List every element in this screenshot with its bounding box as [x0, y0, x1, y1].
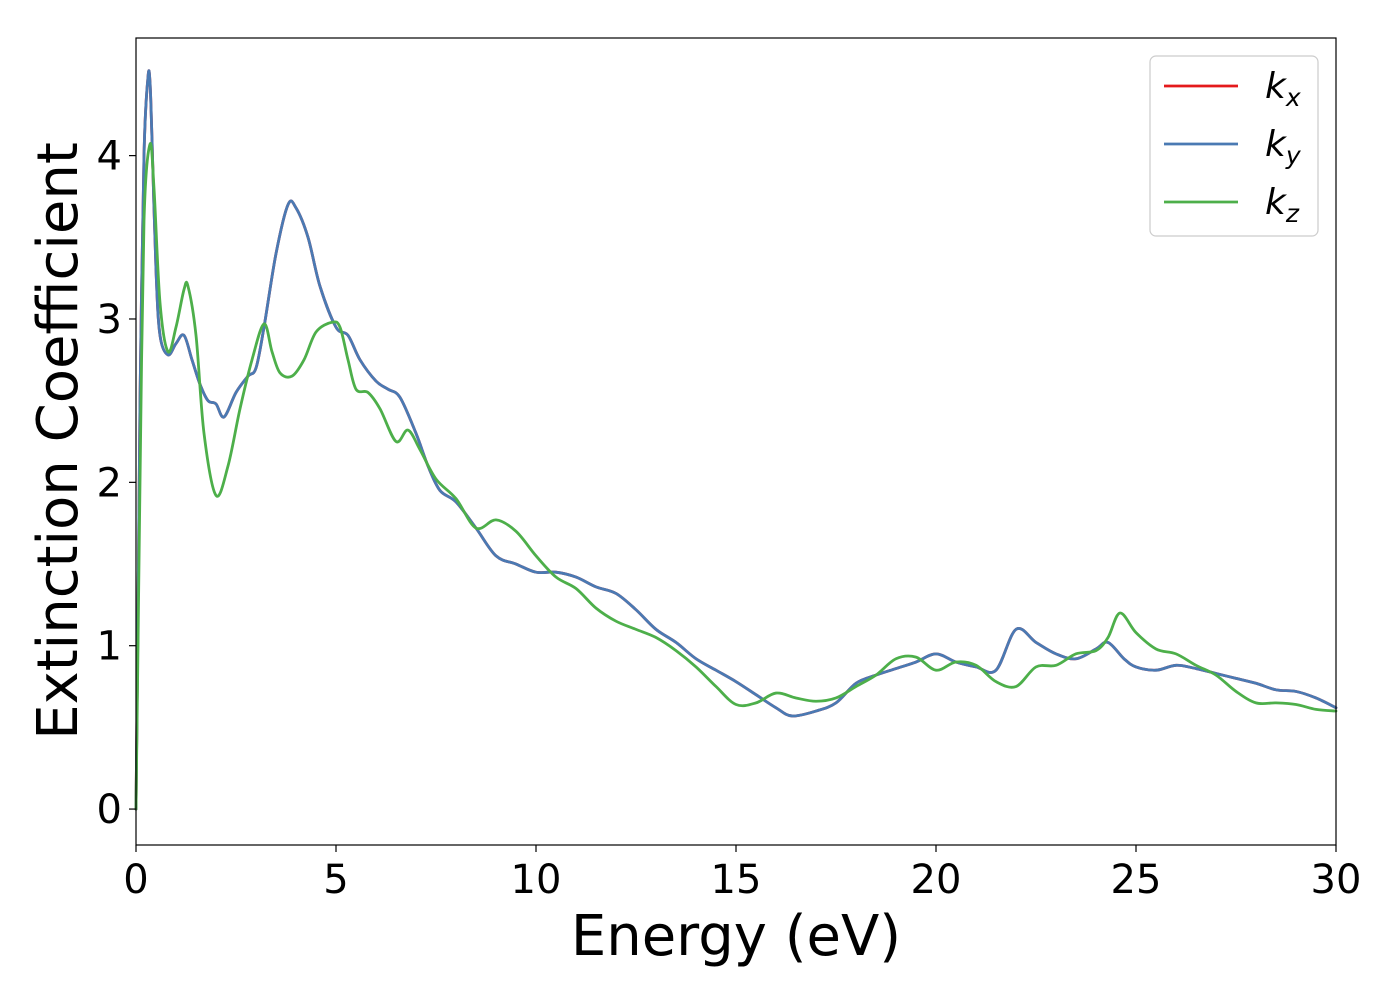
x-tick-label: 25 — [1111, 857, 1162, 903]
x-tick-label: 30 — [1311, 857, 1362, 903]
series-line-y — [134, 69, 1338, 811]
plot-background — [136, 38, 1336, 845]
x-axis-title: Energy (eV) — [571, 904, 901, 969]
series-line-z — [134, 142, 1338, 811]
y-tick-label: 3 — [97, 297, 122, 343]
x-tick-label: 0 — [123, 857, 148, 903]
y-tick-label: 2 — [97, 460, 122, 506]
x-axis: 0 5 10 15 20 25 30 — [123, 845, 1361, 903]
y-tick-label: 0 — [97, 787, 122, 833]
series-layer — [134, 69, 1338, 811]
legend-label-z: kz — [1265, 182, 1300, 228]
legend: kx ky kz — [1149, 55, 1319, 237]
x-tick-label: 20 — [911, 857, 962, 903]
y-axis-title: Extinction Coefficient — [26, 142, 91, 740]
y-tick-label: 1 — [97, 624, 122, 670]
legend-frame — [1149, 55, 1319, 237]
x-tick-label: 10 — [511, 857, 562, 903]
x-tick-label: 15 — [711, 857, 762, 903]
x-tick-label: 5 — [323, 857, 348, 903]
y-axis: 0 1 2 3 4 — [97, 134, 136, 833]
y-tick-label: 4 — [97, 134, 122, 180]
legend-label-y: ky — [1265, 124, 1302, 170]
legend-label-x: kx — [1265, 66, 1301, 112]
